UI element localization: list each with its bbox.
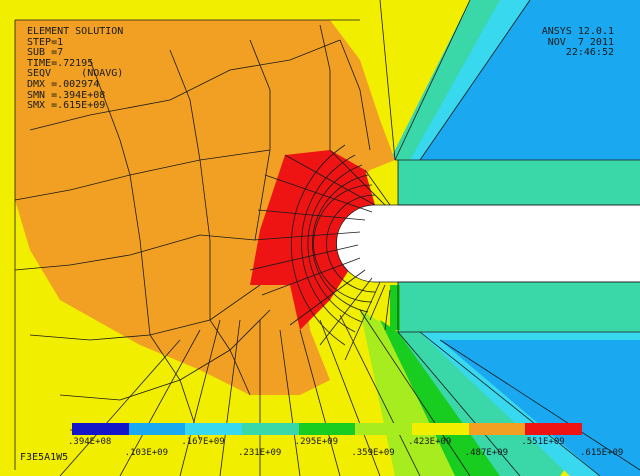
info-smn: SMN =.394E+08 [27,89,106,101]
region-turquoise-mid-bottom [398,282,640,332]
legend-swatch-3 [242,423,299,435]
job-name: F3E5A1W5 [20,452,69,463]
info-title: ELEMENT SOLUTION [27,26,124,37]
region-turquoise-mid-top [398,160,640,205]
region-lightblue-bottom [440,340,640,476]
region-green-strip [390,285,400,330]
info-dmx: DMX =.002974 [27,78,100,90]
legend-swatch-0 [72,423,129,435]
legend-value-upper-4: .551E+09 [521,437,565,447]
legend-value-lower-3: .487E+09 [464,448,509,458]
legend-swatch-4 [298,423,356,435]
legend-value-upper-0: .394E+08 [68,437,112,447]
result-info-block: ELEMENT SOLUTION STEP=1 SUB =7 TIME=.72195 S… [27,26,124,112]
legend-swatch-6 [412,423,469,435]
legend-value-upper-2: .295E+09 [294,437,339,447]
legend-value-upper-1: .167E+09 [181,437,225,447]
header-right-block: ANSYS 12.0.1 NOV 7 2011 22:46:52 [541,26,614,59]
info-sub: SUB =7 [27,47,64,59]
legend-value-lower-1: .231E+09 [238,448,282,458]
legend-swatch-1 [128,423,186,435]
legend-value-lower-2: .359E+09 [351,448,395,458]
legend-swatch-2 [185,423,243,435]
region-lightblue-top [420,0,640,160]
info-smx: SMX =.615E+09 [27,100,106,112]
run-time: 22:46:52 [565,47,614,59]
legend-swatch-7 [468,423,526,435]
legend-swatch-8 [525,423,583,435]
info-time: TIME=.72195 [27,57,94,69]
info-result: SEQV (NOAVG) [27,68,124,80]
product-version: ANSYS 12.0.1 [541,26,614,37]
run-date: NOV 7 2011 [547,36,614,48]
legend-value-lower-0: .103E+09 [124,448,169,458]
contour-legend-bar [72,423,583,435]
info-step: STEP=1 [27,36,64,48]
legend-value-upper-3: .423E+09 [408,437,452,447]
legend-value-lower-4: .615E+09 [580,448,624,458]
legend-swatch-5 [355,423,413,435]
notch-hole [336,205,640,282]
mesh-lines [14,0,640,476]
